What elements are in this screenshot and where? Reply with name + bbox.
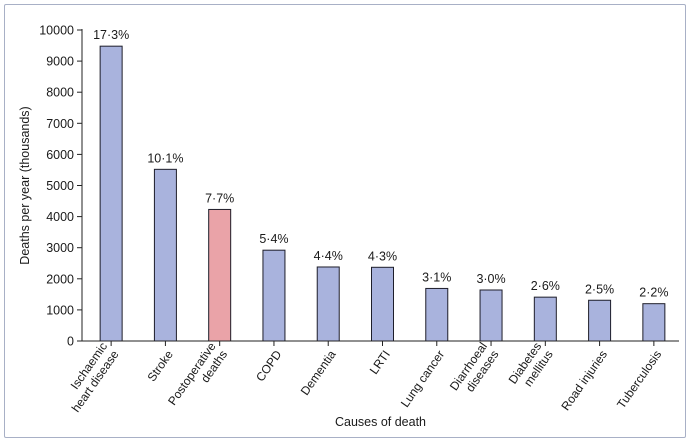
bar-data-label: 2·5%: [585, 282, 614, 296]
x-axis: Ischaemicheart disease StrokePostoperativ…: [57, 339, 679, 415]
bar: [316, 266, 340, 342]
bar: [153, 168, 177, 342]
x-tick-label: Tuberculosis: [614, 348, 664, 411]
y-tick-label: 4000: [46, 210, 74, 224]
bar-chart: 0 1000 2000 3000 4000 5000 6000 7000 8000 9000 100…: [18, 24, 679, 429]
y-axis: 0 1000 2000 3000 4000 5000 6000 7000 8000 9000 100…: [39, 24, 83, 349]
bar: [208, 208, 232, 342]
x-tick-label: Diabetesmellitus: [506, 340, 556, 395]
y-tick-label: 1000: [46, 303, 74, 317]
x-tick-label: COPD: [253, 347, 285, 384]
y-tick-label: 3000: [46, 241, 74, 255]
y-tick-label: 7000: [46, 117, 74, 131]
bar: [262, 249, 286, 342]
x-tick-label: Road injuries: [558, 348, 610, 413]
bar-data-label: 4·3%: [368, 249, 397, 263]
bar-data-label: 10·1%: [147, 151, 183, 165]
bars: [99, 45, 666, 342]
bar-data-label: 3·1%: [422, 270, 451, 284]
y-tick-label: 9000: [46, 55, 74, 69]
y-tick-label: 8000: [46, 86, 74, 100]
bar: [371, 266, 394, 342]
bar: [533, 296, 557, 342]
y-tick-label: 5000: [46, 179, 74, 193]
bar-labels: 17·3% 10·1% 7·7% 5·4% 4·4% 4·3% 3·1% 3·0% 2·6% 2·…: [93, 28, 668, 300]
y-tick-label: 0: [67, 335, 74, 349]
bar-data-label: 17·3%: [93, 28, 129, 42]
bar: [479, 289, 503, 342]
x-tick-label: Dementia: [298, 347, 339, 397]
bar-data-label: 7·7%: [205, 191, 234, 205]
y-tick-label: 10000: [39, 24, 74, 38]
y-tick-label: 6000: [46, 148, 74, 162]
x-axis-label: Causes of death: [335, 415, 426, 429]
x-tick-label: Ischaemicheart disease: [57, 339, 121, 414]
bar: [425, 287, 449, 342]
bar-data-label: 2·2%: [639, 286, 668, 300]
x-tick-label: Stroke: [145, 347, 177, 384]
y-tick-label: 2000: [46, 272, 74, 286]
bar: [642, 303, 666, 342]
bar-data-label: 4·4%: [314, 249, 343, 263]
x-tick-label: Postoperativedeaths: [165, 339, 230, 415]
bar: [588, 299, 612, 342]
bar: [99, 45, 123, 342]
chart-frame: 0 1000 2000 3000 4000 5000 6000 7000 8000 9000 100…: [4, 4, 686, 438]
bar-data-label: 2·6%: [531, 279, 560, 293]
bar-data-label: 5·4%: [259, 232, 288, 246]
x-tick-label: Diarrhoealdiseases: [447, 340, 502, 401]
y-axis-label: Deaths per year (thousands): [18, 106, 32, 264]
bar-data-label: 3·0%: [476, 272, 505, 286]
x-tick-label: LRTI: [367, 348, 393, 377]
x-tick-label: Lung cancer: [398, 348, 447, 410]
